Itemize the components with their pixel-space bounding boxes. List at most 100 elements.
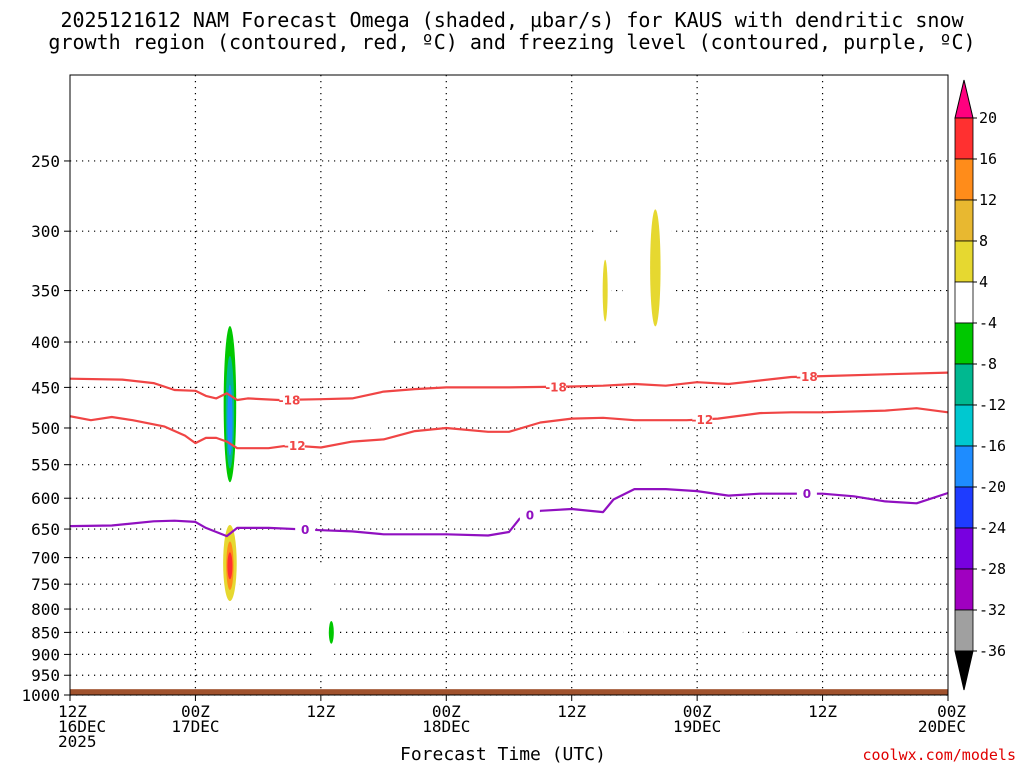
contour-label: 0 (301, 523, 309, 537)
gridlines (70, 75, 948, 696)
time-tick-label: 00Z (181, 702, 210, 721)
contour-label: -18 (796, 370, 818, 384)
source-credit: coolwx.com/models (862, 746, 1016, 764)
pressure-tick-label: 700 (31, 549, 60, 568)
time-tick-label: 12Z (58, 702, 87, 721)
colorbar-label: -8 (979, 355, 997, 373)
colorbar-band (954, 281, 974, 324)
omega-region (311, 444, 322, 513)
colorbar-band (954, 322, 974, 365)
time-tick-label: 19DEC (673, 717, 721, 736)
pressure-tick-label: 850 (31, 623, 60, 642)
time-tick-label: 17DEC (171, 717, 219, 736)
time-tick-label: 12Z (808, 702, 837, 721)
colorbar-label: -12 (979, 396, 1006, 414)
pressure-tick-label: 950 (31, 666, 60, 685)
chart-title-line-2: growth region (contoured, red, ºC) and f… (48, 30, 976, 54)
omega-region (313, 559, 337, 678)
colorbar-label: 8 (979, 232, 988, 250)
omega-colorbar: 20 16 12 8 4 -4 -8 -12 -16 -20 -24 -28 -32 -36 (954, 79, 1006, 691)
omega-region (617, 628, 624, 655)
contour-label-bg (284, 438, 305, 453)
time-tick-label: 18DEC (422, 717, 470, 736)
omega-region (292, 638, 298, 658)
colorbar-band (954, 117, 974, 160)
contour-label: -12 (284, 439, 306, 453)
colorbar-label: -36 (979, 642, 1006, 660)
contour-label-bg (692, 412, 713, 427)
pressure-tick-label: 400 (31, 333, 60, 352)
omega-shading (219, 146, 799, 678)
colorbar-label: -28 (979, 560, 1006, 578)
contour-line--12 (70, 407, 948, 450)
temperature-contours: -18 -18 -18 -12 -12 0 0 0 (70, 369, 948, 538)
ground-surface (70, 689, 948, 695)
colorbar-label: -4 (979, 314, 997, 332)
colorbar-band (954, 609, 974, 652)
omega-region (783, 610, 799, 637)
time-tick-label: 00Z (683, 702, 712, 721)
time-tick-label: 20DEC (918, 717, 966, 736)
contour-label: -18 (279, 393, 301, 407)
pressure-tick-label: 350 (31, 282, 60, 301)
time-tick-label: 2025 (58, 732, 97, 751)
pressure-axis: 250 300 350 400 450 500 550 600 650 700 750 800 850 9… (21, 152, 70, 705)
time-tick-label: 00Z (937, 702, 966, 721)
pressure-tick-label: 600 (31, 489, 60, 508)
colorbar-band (954, 240, 974, 283)
pressure-tick-label: 900 (31, 645, 60, 664)
contour-label-bg (295, 522, 316, 537)
x-axis-title: Forecast Time (UTC) (400, 744, 606, 765)
omega-region (328, 621, 334, 644)
omega-region (361, 266, 393, 437)
contour-label-bg (546, 379, 567, 394)
chart-title-line-1: 2025121612 NAM Forecast Omega (shaded, µ… (60, 8, 964, 32)
pressure-tick-label: 250 (31, 152, 60, 171)
colorbar-label: 16 (979, 150, 997, 168)
omega-region (650, 209, 661, 327)
contour-label-bg (796, 369, 817, 384)
time-tick-label: 00Z (432, 702, 461, 721)
colorbar-band (954, 445, 974, 488)
pressure-tick-label: 1000 (21, 686, 60, 705)
contour-label: 0 (526, 508, 534, 522)
time-tick-label: 12Z (306, 702, 335, 721)
colorbar-band (954, 527, 974, 570)
pressure-tick-label: 450 (31, 378, 60, 397)
contour-label: 0 (803, 487, 811, 501)
omega-region (590, 203, 612, 431)
colorbar-band (954, 568, 974, 611)
colorbar-label: 20 (979, 109, 997, 127)
pressure-tick-label: 800 (31, 600, 60, 619)
colorbar-label: -32 (979, 601, 1006, 619)
colorbar-label: -20 (979, 478, 1006, 496)
omega-region (227, 552, 233, 580)
contour-label-bg (519, 507, 540, 522)
contour-label-bg (796, 486, 817, 501)
colorbar-band (954, 486, 974, 529)
colorbar-bottom-arrow (954, 650, 974, 691)
colorbar-band (954, 363, 974, 406)
omega-region (255, 388, 262, 445)
omega-region (422, 655, 431, 671)
contour-label: -12 (692, 413, 714, 427)
colorbar-top-arrow (954, 79, 974, 119)
pressure-tick-label: 300 (31, 222, 60, 241)
omega-region (647, 558, 657, 595)
pressure-tick-label: 750 (31, 575, 60, 594)
colorbar-label: -24 (979, 519, 1006, 537)
contour-line-0 (70, 488, 948, 538)
colorbar-label: 4 (979, 273, 988, 291)
contour-label-bg (279, 392, 300, 407)
pressure-tick-label: 550 (31, 456, 60, 475)
pressure-tick-label: 500 (31, 419, 60, 438)
pressure-tick-label: 650 (31, 520, 60, 539)
colorbar-label: 12 (979, 191, 997, 209)
omega-region (602, 259, 608, 322)
contour-label: -18 (545, 380, 567, 394)
colorbar-band (954, 199, 974, 242)
time-tick-label: 12Z (557, 702, 586, 721)
omega-region (726, 621, 744, 640)
